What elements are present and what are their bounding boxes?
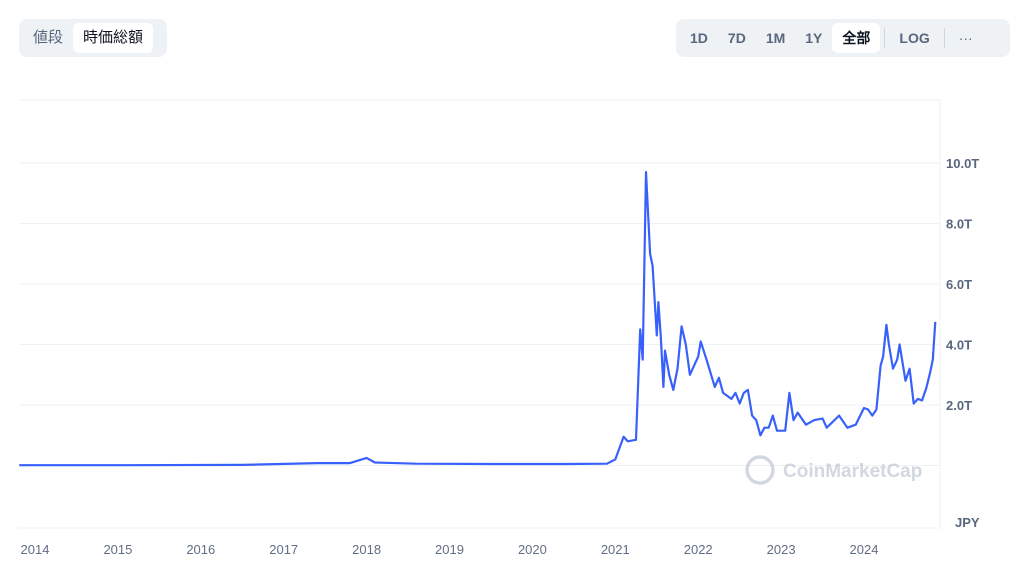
x-tick-label: 2016 [186,542,215,557]
range-all-button[interactable]: 全部 [832,23,881,53]
x-tick-label: 2015 [103,542,132,557]
log-scale-button[interactable]: LOG [899,30,930,46]
currency-label: JPY [955,515,980,530]
watermark: CoinMarketCap [745,455,922,485]
range-1m-button[interactable]: 1M [765,30,786,46]
price-tab[interactable]: 値段 [33,29,64,46]
watermark-text: CoinMarketCap [783,461,922,482]
y-tick-label: 2.0T [946,398,972,413]
coinmarketcap-logo-icon [745,455,775,485]
range-7d-button[interactable]: 7D [727,30,746,46]
x-tick-label: 2020 [518,542,547,557]
more-options-icon[interactable]: ··· [958,30,973,46]
y-tick-label: 6.0T [946,277,972,292]
x-tick-label: 2017 [269,542,298,557]
y-tick-label: 8.0T [946,217,972,232]
x-tick-label: 2021 [601,542,630,557]
time-range-selector: 1D 7D 1M 1Y 全部 LOG ··· [676,19,1010,57]
range-1d-button[interactable]: 1D [690,30,708,46]
divider [943,28,945,48]
y-tick-label: 10.0T [946,156,979,171]
y-tick-label: 4.0T [946,338,972,353]
x-tick-label: 2019 [435,542,464,557]
x-tick-label: 2023 [767,542,796,557]
market-cap-line [19,171,937,467]
x-tick-label: 2024 [850,542,879,557]
x-tick-label: 2022 [684,542,713,557]
chart-type-toggle: 値段 時価総額 [19,19,167,57]
x-tick-label: 2014 [21,542,50,557]
market-cap-tab[interactable]: 時価総額 [73,23,154,53]
x-tick-label: 2018 [352,542,381,557]
divider [884,28,886,48]
range-1y-button[interactable]: 1Y [805,30,823,46]
